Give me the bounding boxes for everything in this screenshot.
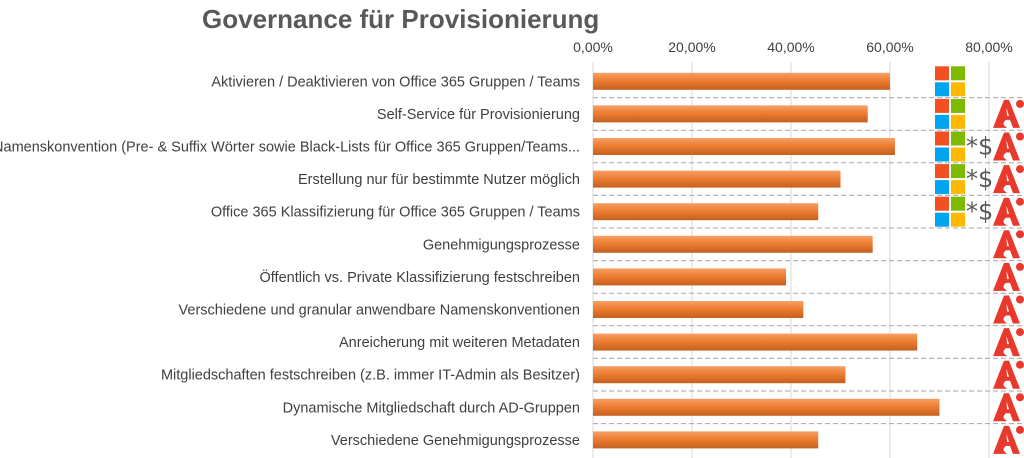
microsoft-logo-icon bbox=[935, 131, 965, 162]
premium-license-marker: *$ bbox=[966, 133, 993, 161]
bar bbox=[593, 398, 940, 416]
vendor-logo-icon bbox=[993, 230, 1024, 259]
x-tick-label: 80,00% bbox=[965, 39, 1012, 55]
premium-license-marker: *$ bbox=[966, 165, 993, 193]
bar bbox=[593, 72, 890, 90]
row-markers: *$ *$ *$ bbox=[935, 66, 1024, 454]
category-label: Self-Service für Provisionierung bbox=[377, 107, 580, 123]
vendor-logo-icon bbox=[993, 328, 1024, 357]
category-label: Anreicherung mit weiteren Metadaten bbox=[339, 335, 580, 351]
category-label: Erstellung nur für bestimmte Nutzer mögl… bbox=[298, 172, 580, 188]
microsoft-logo-icon bbox=[935, 164, 965, 195]
category-labels: Aktivieren / Deaktivieren von Office 365… bbox=[0, 74, 580, 449]
category-label: Namenskonvention (Pre- & Suffix Wörter s… bbox=[0, 140, 580, 156]
bar bbox=[593, 366, 846, 384]
x-tick-label: 20,00% bbox=[668, 39, 715, 55]
vendor-logo-icon bbox=[993, 197, 1024, 226]
vendor-logo-icon bbox=[993, 165, 1024, 194]
category-label: Öffentlich vs. Private Klassifizierung f… bbox=[260, 268, 581, 286]
bar bbox=[593, 138, 895, 155]
chart-title: Governance für Provisionierung bbox=[202, 4, 599, 34]
bar bbox=[593, 268, 787, 286]
bar bbox=[593, 170, 841, 188]
grid-lines bbox=[592, 62, 990, 458]
vendor-logo-icon bbox=[993, 99, 1024, 128]
category-label: Verschiedene und granular anwendbare Nam… bbox=[179, 303, 580, 319]
category-label: Office 365 Klassifizierung für Office 36… bbox=[211, 205, 580, 221]
x-tick-label: 0,00% bbox=[573, 39, 613, 55]
vendor-logo-icon bbox=[993, 393, 1024, 422]
vendor-logo-icon bbox=[993, 360, 1024, 389]
bar bbox=[593, 105, 868, 123]
microsoft-logo-icon bbox=[935, 196, 965, 227]
bar bbox=[593, 333, 918, 351]
microsoft-logo-icon bbox=[935, 66, 965, 97]
bar bbox=[593, 301, 804, 318]
microsoft-logo-icon bbox=[935, 98, 965, 129]
vendor-logo-icon bbox=[993, 262, 1024, 291]
x-tick-label: 40,00% bbox=[767, 39, 814, 55]
category-label: Mitgliedschaften festschreiben (z.B. imm… bbox=[161, 368, 580, 384]
vendor-logo-icon bbox=[993, 425, 1024, 454]
category-label: Genehmigungsprozesse bbox=[423, 237, 580, 253]
bar bbox=[593, 431, 819, 449]
category-label: Verschiedene Genehmigungsprozesse bbox=[331, 433, 580, 449]
bar bbox=[593, 235, 873, 253]
bars bbox=[593, 72, 940, 449]
category-label: Dynamische Mitgliedschaft durch AD-Grupp… bbox=[283, 400, 580, 416]
vendor-logo-icon bbox=[993, 132, 1024, 161]
x-axis-ticks: 0,00% 20,00% 40,00% 60,00% 80,00% bbox=[573, 39, 1013, 55]
bar bbox=[593, 203, 819, 221]
vendor-logo-icon bbox=[993, 295, 1024, 324]
x-tick-label: 60,00% bbox=[866, 39, 913, 55]
category-label: Aktivieren / Deaktivieren von Office 365… bbox=[211, 74, 580, 90]
premium-license-marker: *$ bbox=[966, 198, 993, 226]
